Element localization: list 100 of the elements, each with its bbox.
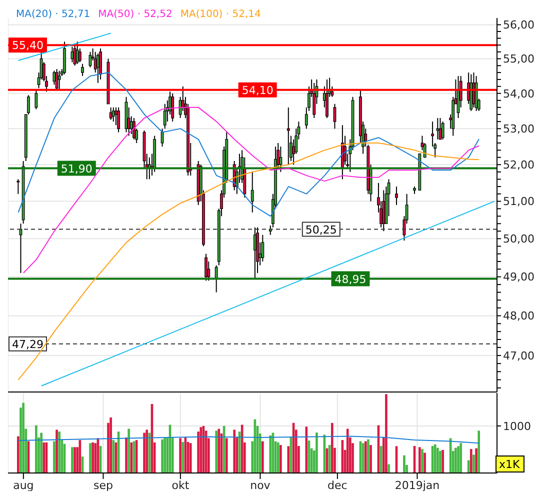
bar — [330, 422, 334, 473]
y-tick-label: 51,00 — [503, 195, 534, 208]
y-axis-title: x1K — [499, 458, 521, 471]
candlestick — [326, 78, 328, 119]
bar — [22, 402, 24, 473]
bar — [287, 446, 290, 473]
y-tick-label: 48,00 — [503, 310, 534, 323]
bar — [475, 448, 478, 473]
bar — [74, 447, 76, 473]
candlestick — [261, 234, 264, 262]
bar — [164, 437, 166, 473]
bar — [53, 441, 56, 473]
candlestick — [204, 253, 208, 282]
candlestick — [76, 41, 79, 64]
candlestick — [88, 51, 92, 68]
bar — [454, 448, 457, 473]
candlestick — [395, 186, 398, 206]
candlestick — [99, 48, 102, 80]
candlestick — [132, 118, 136, 140]
bar — [470, 449, 472, 473]
candlestick — [58, 70, 61, 90]
ref-line-label: 51,90 — [60, 162, 92, 176]
candlestick — [81, 63, 84, 76]
bar — [388, 464, 390, 473]
y-tick-label: 47,00 — [503, 349, 534, 362]
candlestick — [250, 171, 254, 213]
candlestick — [34, 89, 38, 110]
bar — [316, 432, 318, 473]
y-tick-label: 1000 — [503, 420, 531, 433]
bar — [71, 447, 74, 473]
bar — [89, 443, 92, 473]
bar — [179, 438, 182, 473]
bar — [439, 450, 442, 473]
bar — [215, 430, 218, 473]
bar — [346, 428, 349, 473]
bar — [460, 443, 462, 473]
y-tick-label: 56,00 — [503, 18, 534, 32]
bar — [146, 430, 148, 473]
bar — [42, 442, 46, 473]
y-tick-label: 50,00 — [503, 232, 534, 246]
bar — [280, 445, 282, 473]
text: MA(50) · 52,52 — [98, 9, 172, 20]
candlestick — [117, 106, 120, 133]
bar — [385, 394, 388, 473]
bar — [367, 439, 370, 473]
x-tick-label: 2019jan — [394, 478, 440, 492]
bar — [125, 437, 128, 473]
x-tick-label: okt — [172, 478, 190, 492]
x-tick-label: sep — [93, 478, 113, 492]
bar — [472, 454, 475, 473]
bar — [262, 441, 264, 473]
bar — [225, 438, 228, 473]
candlestick — [214, 264, 218, 293]
bar — [56, 430, 58, 473]
y-tick-label: 53,00 — [503, 122, 534, 136]
y-tick-label: 55,00 — [503, 52, 534, 66]
bar — [35, 425, 38, 473]
bar — [442, 450, 444, 473]
ref-line-label: 47,29 — [12, 338, 44, 351]
bar — [58, 432, 61, 473]
text: MA(20) · 52,71 — [16, 9, 90, 20]
bar — [424, 452, 426, 473]
bar — [128, 428, 130, 473]
candlestick — [286, 106, 290, 166]
bar — [403, 455, 406, 473]
bar — [436, 448, 439, 473]
bar — [364, 441, 367, 473]
candlestick — [16, 178, 20, 194]
text: MA(100) · 52,14 — [180, 9, 261, 20]
y-tick-label: 52,00 — [503, 158, 534, 172]
x-tick-label: nov — [250, 478, 271, 492]
candlestick — [109, 106, 112, 120]
y-tick-label: 49,00 — [503, 270, 534, 284]
candlestick — [160, 128, 164, 148]
candlestick — [55, 68, 58, 90]
bar — [112, 440, 115, 473]
ref-line-label: 55,40 — [12, 39, 44, 52]
candlestick — [441, 121, 444, 140]
x-tick-label: aug — [13, 478, 34, 492]
bar — [143, 432, 146, 473]
bar — [457, 446, 460, 473]
candlestick — [73, 44, 76, 66]
candlestick — [436, 118, 440, 140]
line-series — [18, 72, 480, 217]
ref-line-label: 48,95 — [334, 272, 366, 286]
candlestick — [472, 72, 476, 108]
ref-line-label: 54,10 — [242, 84, 274, 97]
candlestick — [171, 92, 174, 122]
candlestick — [112, 106, 115, 122]
bar — [182, 442, 184, 473]
bar — [478, 430, 480, 473]
bar — [233, 430, 236, 473]
bar — [17, 436, 20, 473]
candlestick — [52, 70, 56, 86]
bar — [276, 442, 280, 473]
bar — [189, 443, 192, 473]
candlestick — [70, 46, 74, 63]
bar — [161, 439, 164, 473]
bar — [200, 427, 202, 473]
candlestick — [312, 82, 316, 119]
